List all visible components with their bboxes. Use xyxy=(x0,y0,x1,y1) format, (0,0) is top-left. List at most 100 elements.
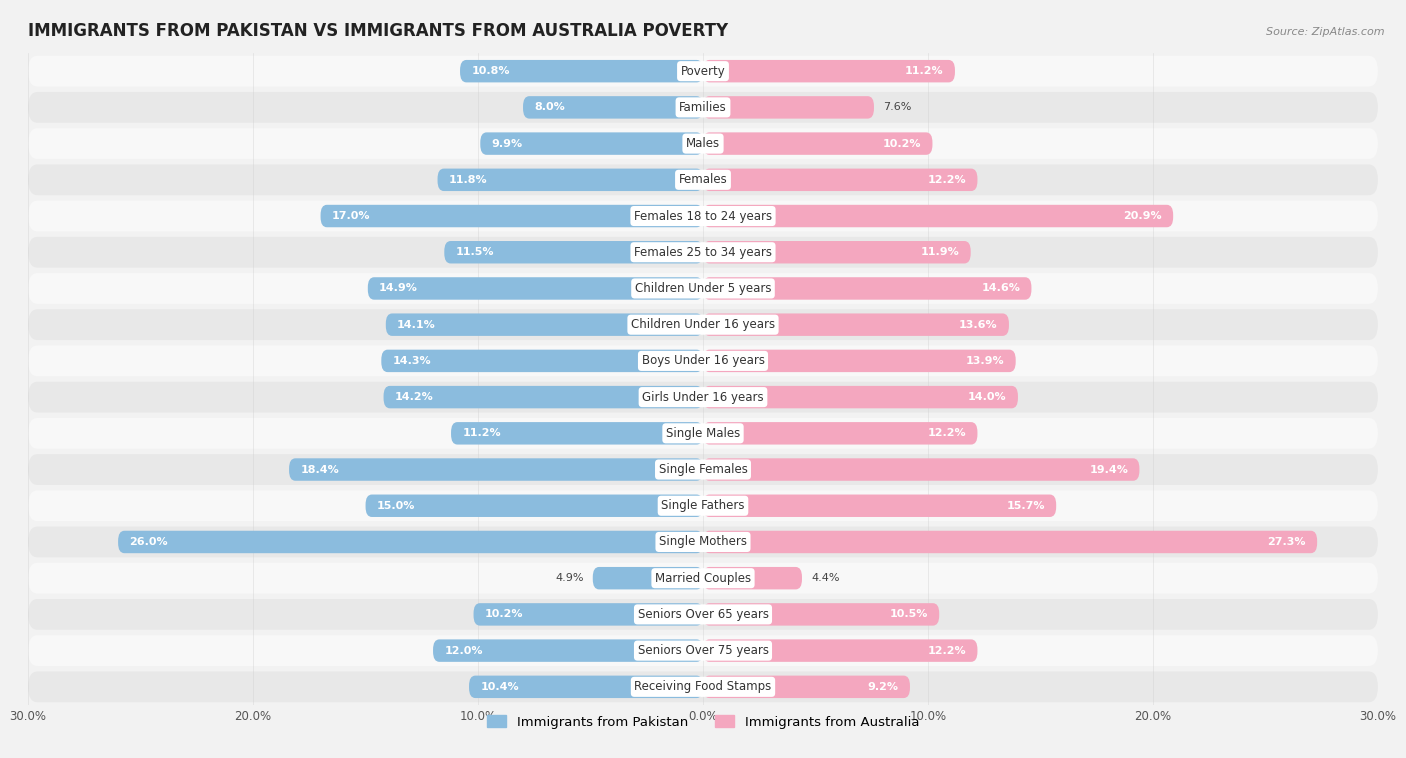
Text: 11.8%: 11.8% xyxy=(449,175,488,185)
Text: 15.7%: 15.7% xyxy=(1007,501,1045,511)
Text: 20.9%: 20.9% xyxy=(1123,211,1161,221)
Text: Source: ZipAtlas.com: Source: ZipAtlas.com xyxy=(1267,27,1385,36)
Text: 12.2%: 12.2% xyxy=(928,646,966,656)
FancyBboxPatch shape xyxy=(703,349,1015,372)
Text: 14.1%: 14.1% xyxy=(396,320,436,330)
FancyBboxPatch shape xyxy=(28,382,1378,412)
FancyBboxPatch shape xyxy=(703,168,977,191)
Text: 7.6%: 7.6% xyxy=(883,102,911,112)
Text: 9.2%: 9.2% xyxy=(868,682,898,692)
Text: Females 18 to 24 years: Females 18 to 24 years xyxy=(634,209,772,223)
FancyBboxPatch shape xyxy=(28,562,1378,594)
Legend: Immigrants from Pakistan, Immigrants from Australia: Immigrants from Pakistan, Immigrants fro… xyxy=(481,710,925,735)
Text: 11.5%: 11.5% xyxy=(456,247,494,257)
Text: 11.9%: 11.9% xyxy=(921,247,959,257)
FancyBboxPatch shape xyxy=(523,96,703,118)
FancyBboxPatch shape xyxy=(703,96,875,118)
FancyBboxPatch shape xyxy=(703,314,1010,336)
Text: Single Females: Single Females xyxy=(658,463,748,476)
FancyBboxPatch shape xyxy=(703,277,1032,299)
Text: 14.9%: 14.9% xyxy=(380,283,418,293)
FancyBboxPatch shape xyxy=(703,531,1317,553)
FancyBboxPatch shape xyxy=(474,603,703,625)
Text: Families: Families xyxy=(679,101,727,114)
Text: 10.2%: 10.2% xyxy=(485,609,523,619)
FancyBboxPatch shape xyxy=(28,527,1378,557)
Text: 19.4%: 19.4% xyxy=(1090,465,1128,475)
FancyBboxPatch shape xyxy=(460,60,703,83)
Text: 18.4%: 18.4% xyxy=(301,465,339,475)
Text: Seniors Over 75 years: Seniors Over 75 years xyxy=(637,644,769,657)
FancyBboxPatch shape xyxy=(28,236,1378,268)
FancyBboxPatch shape xyxy=(28,309,1378,340)
Text: Females 25 to 34 years: Females 25 to 34 years xyxy=(634,246,772,258)
Text: Females: Females xyxy=(679,174,727,186)
Text: 13.9%: 13.9% xyxy=(966,356,1004,366)
Text: Girls Under 16 years: Girls Under 16 years xyxy=(643,390,763,403)
FancyBboxPatch shape xyxy=(321,205,703,227)
Text: Single Males: Single Males xyxy=(666,427,740,440)
FancyBboxPatch shape xyxy=(118,531,703,553)
FancyBboxPatch shape xyxy=(28,454,1378,485)
Text: Children Under 5 years: Children Under 5 years xyxy=(634,282,772,295)
Text: 27.3%: 27.3% xyxy=(1267,537,1306,547)
Text: Poverty: Poverty xyxy=(681,64,725,77)
FancyBboxPatch shape xyxy=(481,133,703,155)
FancyBboxPatch shape xyxy=(437,168,703,191)
FancyBboxPatch shape xyxy=(703,241,970,264)
FancyBboxPatch shape xyxy=(385,314,703,336)
FancyBboxPatch shape xyxy=(28,92,1378,123)
Text: 14.0%: 14.0% xyxy=(969,392,1007,402)
FancyBboxPatch shape xyxy=(28,164,1378,196)
FancyBboxPatch shape xyxy=(28,599,1378,630)
FancyBboxPatch shape xyxy=(28,128,1378,159)
FancyBboxPatch shape xyxy=(433,640,703,662)
FancyBboxPatch shape xyxy=(368,277,703,299)
FancyBboxPatch shape xyxy=(28,346,1378,376)
FancyBboxPatch shape xyxy=(703,133,932,155)
Text: 4.4%: 4.4% xyxy=(811,573,839,583)
Text: 10.2%: 10.2% xyxy=(883,139,921,149)
FancyBboxPatch shape xyxy=(703,205,1173,227)
Text: 12.2%: 12.2% xyxy=(928,428,966,438)
FancyBboxPatch shape xyxy=(290,459,703,481)
FancyBboxPatch shape xyxy=(593,567,703,590)
FancyBboxPatch shape xyxy=(703,567,801,590)
Text: 10.8%: 10.8% xyxy=(471,66,510,76)
FancyBboxPatch shape xyxy=(28,201,1378,231)
FancyBboxPatch shape xyxy=(28,56,1378,86)
Text: Receiving Food Stamps: Receiving Food Stamps xyxy=(634,681,772,694)
FancyBboxPatch shape xyxy=(703,422,977,444)
FancyBboxPatch shape xyxy=(384,386,703,409)
FancyBboxPatch shape xyxy=(28,490,1378,522)
Text: Seniors Over 65 years: Seniors Over 65 years xyxy=(637,608,769,621)
FancyBboxPatch shape xyxy=(444,241,703,264)
FancyBboxPatch shape xyxy=(28,418,1378,449)
Text: IMMIGRANTS FROM PAKISTAN VS IMMIGRANTS FROM AUSTRALIA POVERTY: IMMIGRANTS FROM PAKISTAN VS IMMIGRANTS F… xyxy=(28,23,728,40)
Text: 15.0%: 15.0% xyxy=(377,501,415,511)
Text: 11.2%: 11.2% xyxy=(905,66,943,76)
FancyBboxPatch shape xyxy=(451,422,703,444)
FancyBboxPatch shape xyxy=(28,672,1378,702)
Text: 26.0%: 26.0% xyxy=(129,537,167,547)
Text: 13.6%: 13.6% xyxy=(959,320,998,330)
Text: 9.9%: 9.9% xyxy=(492,139,523,149)
Text: Males: Males xyxy=(686,137,720,150)
Text: 14.3%: 14.3% xyxy=(392,356,432,366)
Text: 14.6%: 14.6% xyxy=(981,283,1021,293)
FancyBboxPatch shape xyxy=(470,675,703,698)
Text: Single Fathers: Single Fathers xyxy=(661,500,745,512)
Text: 4.9%: 4.9% xyxy=(555,573,583,583)
Text: 8.0%: 8.0% xyxy=(534,102,565,112)
FancyBboxPatch shape xyxy=(703,494,1056,517)
Text: 14.2%: 14.2% xyxy=(395,392,433,402)
Text: Children Under 16 years: Children Under 16 years xyxy=(631,318,775,331)
FancyBboxPatch shape xyxy=(381,349,703,372)
FancyBboxPatch shape xyxy=(366,494,703,517)
FancyBboxPatch shape xyxy=(703,386,1018,409)
FancyBboxPatch shape xyxy=(703,603,939,625)
Text: Married Couples: Married Couples xyxy=(655,572,751,584)
Text: 12.0%: 12.0% xyxy=(444,646,482,656)
Text: Single Mothers: Single Mothers xyxy=(659,535,747,549)
Text: 12.2%: 12.2% xyxy=(928,175,966,185)
